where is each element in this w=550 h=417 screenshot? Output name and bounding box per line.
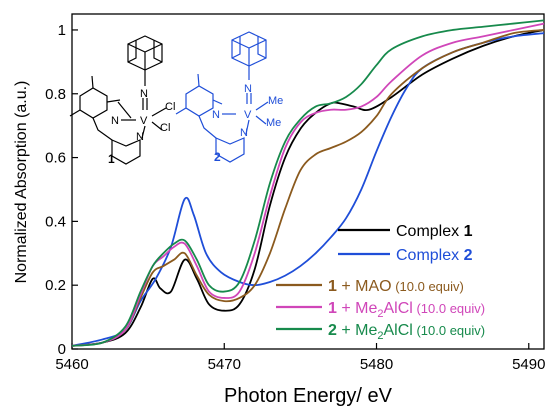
- y-tick-label: 0.4: [45, 213, 66, 230]
- axis-ticks: 5460 5470 5480 5490 0 0.2 0.4 0.6 0.8 1: [45, 22, 545, 373]
- plot-frame: [71, 13, 545, 350]
- complex-2-imido-n: N: [244, 83, 252, 95]
- structure-complex-2: [175, 31, 269, 163]
- complex-1-metal: V: [140, 115, 148, 127]
- y-tick-label: 0.6: [45, 150, 66, 167]
- series-line-5: [71, 19, 545, 347]
- series-line-2: [71, 32, 545, 347]
- complex-2-pyridine-n: N: [240, 127, 248, 139]
- complex-1-imido-n: N: [140, 88, 148, 100]
- complex-1-amido-n: N: [111, 115, 119, 127]
- series-layer: [71, 19, 545, 347]
- legend-label-1: Complex 1: [396, 223, 473, 240]
- y-tick-label: 0.2: [45, 277, 66, 294]
- legend-label-4: 1 + Me2AlCl (10.0 equiv): [328, 300, 485, 320]
- y-axis-title: Normalized Absorption (a.u.): [13, 81, 30, 284]
- complex-1-label: 1: [108, 152, 115, 166]
- y-tick-label: 0: [58, 341, 66, 358]
- x-tick-label: 5470: [208, 356, 241, 373]
- complex-1-ligand-a: Cl: [165, 101, 175, 113]
- complex-2-ligand-a: Me: [268, 95, 283, 107]
- complex-1-pyridine-n: N: [136, 131, 144, 143]
- x-tick-label: 5490: [512, 356, 545, 373]
- complex-2-ligand-b: Me: [266, 117, 281, 129]
- complex-2-metal: V: [244, 109, 252, 121]
- legend: Complex 1 Complex 2 1 + MAO (10.0 equiv)…: [276, 223, 485, 342]
- series-line-3: [71, 29, 545, 347]
- complex-2-label: 2: [214, 150, 221, 164]
- complex-2-amido-n: N: [212, 109, 220, 121]
- x-tick-label: 5460: [55, 356, 88, 373]
- y-tick-label: 1: [58, 22, 66, 39]
- complex-1-ligand-b: Cl: [160, 122, 170, 134]
- y-tick-label: 0.8: [45, 86, 66, 103]
- x-axis-title: Photon Energy/ eV: [224, 385, 393, 407]
- legend-label-2: Complex 2: [396, 247, 473, 264]
- x-tick-label: 5480: [360, 356, 393, 373]
- structure-complex-1: [69, 35, 167, 165]
- legend-label-5: 2 + Me2AlCl (10.0 equiv): [328, 322, 485, 342]
- legend-label-3: 1 + MAO (10.0 equiv): [328, 278, 464, 295]
